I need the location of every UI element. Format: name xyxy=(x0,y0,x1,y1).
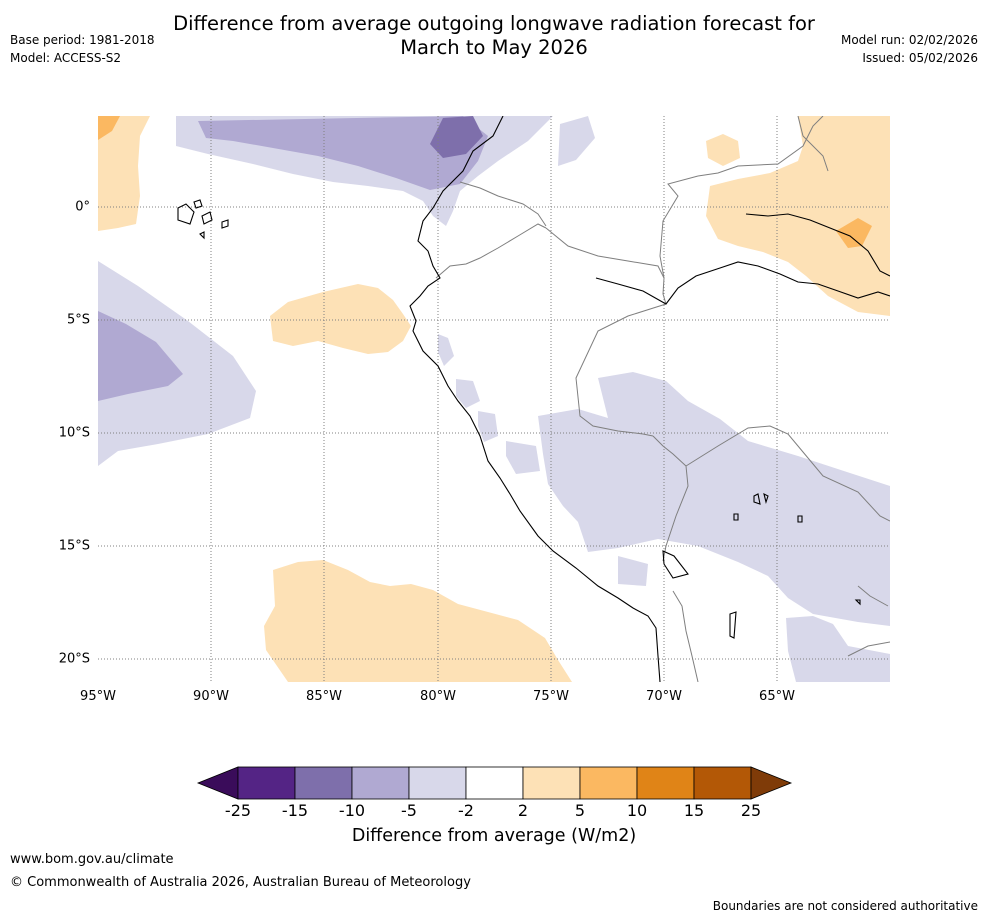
coast-lake-bolivia-4 xyxy=(797,515,803,523)
coast-lake-bolivia-1 xyxy=(729,611,737,639)
colorbar-tick-m10: -10 xyxy=(338,801,366,820)
border-venezuela-brazil xyxy=(697,116,824,177)
border-guyana xyxy=(797,116,829,172)
colorbar-swatch-2 xyxy=(294,766,353,800)
coast-amazon-upper xyxy=(745,213,890,277)
coast-amazon-river xyxy=(595,261,890,305)
x-tick-65w: 65°W xyxy=(759,689,795,704)
y-tick-15s: 15°S xyxy=(58,538,90,554)
y-tick-5s: 5°S xyxy=(66,312,90,328)
shade-high-north-east-small xyxy=(706,134,740,166)
coast-lake-bolivia-2 xyxy=(753,493,761,505)
x-tick-75w: 75°W xyxy=(533,689,569,704)
coast-lake-bolivia-5 xyxy=(733,513,739,521)
colorbar-tick-m2: -2 xyxy=(458,801,474,820)
shade-very-low-north xyxy=(198,116,488,190)
colorbar-swatch-5 xyxy=(465,766,524,800)
border-peru-brazil xyxy=(575,303,667,437)
border-ecuador-peru xyxy=(435,223,547,279)
meta-left: Base period: 1981-2018 Model: ACCESS-S2 xyxy=(10,31,155,67)
footer-copyright: © Commonwealth of Australia 2026, Austra… xyxy=(10,875,471,890)
shade-low-coast-4 xyxy=(506,441,540,474)
x-tick-90w: 90°W xyxy=(193,689,229,704)
shade-low-coast-1 xyxy=(438,334,454,366)
coast-galapagos-3 xyxy=(201,211,213,225)
colorbar-tick-15: 15 xyxy=(683,801,705,820)
issued-text: Issued: 05/02/2026 xyxy=(862,51,978,65)
coast-lake-titicaca xyxy=(662,550,689,579)
shade-high-west-center xyxy=(270,284,411,354)
chart-title: Difference from average outgoing longwav… xyxy=(0,12,988,60)
colorbar-swatch-8 xyxy=(636,766,695,800)
shade-low-south-east xyxy=(786,616,890,682)
colorbar-label: Difference from average (W/m2) xyxy=(351,826,637,846)
shade-very-high-north-east xyxy=(98,116,120,140)
shade-darkest-north xyxy=(430,116,483,158)
colorbar-tick-10: 10 xyxy=(626,801,648,820)
colorbar-tick-m25: -25 xyxy=(224,801,252,820)
shade-very-high-amazon xyxy=(836,218,872,248)
border-bolivia-brazil xyxy=(685,425,890,522)
meta-right: Model run: 02/02/2026 Issued: 05/02/2026 xyxy=(841,31,978,67)
model-run-text: Model run: 02/02/2026 xyxy=(840,33,978,47)
shade-low-west xyxy=(98,261,256,466)
footer-url[interactable]: www.bom.gov.au/climate xyxy=(10,852,174,867)
shade-high-south xyxy=(264,560,572,682)
coast-pacific-south-america xyxy=(409,116,661,682)
colorbar-tick-m15: -15 xyxy=(281,801,309,820)
x-tick-70w: 70°W xyxy=(646,689,682,704)
border-peru-bolivia xyxy=(652,435,689,562)
border-colombia-ecuador xyxy=(459,181,547,227)
colorbar-swatch-7 xyxy=(579,766,638,800)
y-tick-20s: 20°S xyxy=(58,651,90,667)
coast-lake-bolivia-3 xyxy=(763,492,769,504)
shade-low-north-east xyxy=(558,116,595,166)
border-bolivia-chile xyxy=(672,590,699,682)
national-borders xyxy=(435,116,890,682)
shade-low-coast-3 xyxy=(478,411,498,442)
colorbar-tick-m5: -5 xyxy=(401,801,417,820)
footer-disclaimer: Boundaries are not considered authoritat… xyxy=(712,899,978,913)
y-tick-10s: 10°S xyxy=(58,425,90,441)
shade-low-coast-5 xyxy=(618,556,648,586)
title-line-2: March to May 2026 xyxy=(400,36,588,59)
colorbar-swatch-6 xyxy=(522,766,581,800)
border-colombia-peru xyxy=(545,227,667,305)
coastlines xyxy=(177,116,890,682)
coast-lake-chile xyxy=(854,599,861,606)
border-colombia-venezuela xyxy=(659,175,699,279)
colorbar-swatch-10 xyxy=(750,766,793,800)
colorbar-swatch-0 xyxy=(196,766,239,800)
x-tick-95w: 95°W xyxy=(80,689,116,704)
border-argentina xyxy=(847,641,890,657)
shade-very-low-west xyxy=(98,311,183,401)
coast-galapagos-1 xyxy=(177,203,195,225)
coast-galapagos-5 xyxy=(199,231,205,240)
base-period-text: Base period: 1981-2018 xyxy=(10,33,155,47)
model-text: Model: ACCESS-S2 xyxy=(10,51,122,65)
shade-low-east xyxy=(538,372,890,626)
shade-high-north-east xyxy=(706,116,890,316)
colorbar-swatch-3 xyxy=(351,766,410,800)
border-bolivia-paraguay xyxy=(857,585,889,607)
colorbar xyxy=(196,766,793,800)
x-tick-80w: 80°W xyxy=(420,689,456,704)
graticule xyxy=(98,116,890,682)
y-tick-0: 0° xyxy=(75,199,90,215)
colorbar-swatch-4 xyxy=(408,766,467,800)
colorbar-swatch-9 xyxy=(693,766,752,800)
coast-galapagos-2 xyxy=(193,199,203,209)
title-line-1: Difference from average outgoing longwav… xyxy=(173,12,815,35)
coast-galapagos-4 xyxy=(221,219,229,229)
colorbar-tick-25: 25 xyxy=(740,801,762,820)
colorbar-swatch-1 xyxy=(237,766,296,800)
shade-high-north-west xyxy=(98,116,150,231)
shade-low-coast-2 xyxy=(456,379,480,408)
colorbar-tick-2: 2 xyxy=(517,801,529,820)
anomaly-map xyxy=(98,116,890,682)
x-tick-85w: 85°W xyxy=(306,689,342,704)
colorbar-tick-5: 5 xyxy=(574,801,586,820)
